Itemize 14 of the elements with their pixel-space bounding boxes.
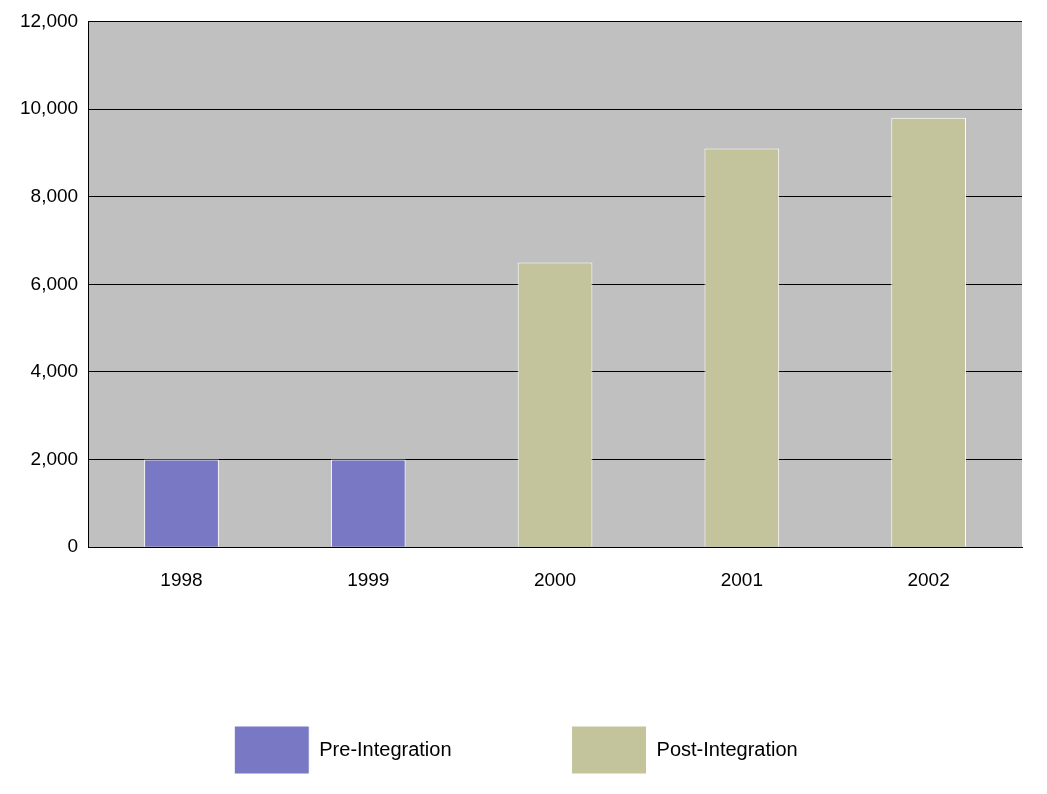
x-tick-label: 1999 <box>347 568 390 590</box>
x-tick-label: 2001 <box>720 568 763 590</box>
y-tick-label: 10,000 <box>19 97 79 119</box>
y-tick-label: 4,000 <box>30 360 79 382</box>
y-tick-label: 6,000 <box>30 272 79 294</box>
x-tick-label: 1998 <box>160 568 203 590</box>
legend-label: Post-Integration <box>656 737 798 760</box>
y-tick-label: 2,000 <box>30 447 79 469</box>
y-tick-label: 8,000 <box>30 184 79 206</box>
legend-label: Pre-Integration <box>319 737 452 760</box>
y-tick-label: 0 <box>67 535 79 557</box>
x-tick-label: 2000 <box>533 568 577 590</box>
x-tick-label: 2002 <box>907 568 950 590</box>
y-tick-label: 12,000 <box>19 9 79 31</box>
